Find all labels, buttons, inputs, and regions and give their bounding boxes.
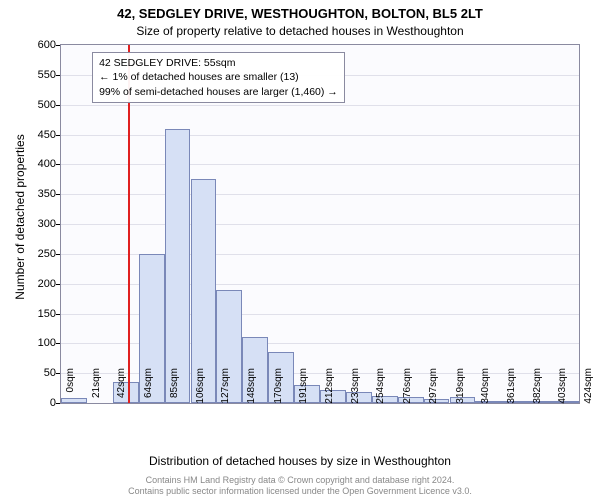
x-tick-label: 85sqm — [169, 368, 180, 408]
annotation-line2: ← 1% of detached houses are smaller (13) — [99, 70, 338, 84]
y-tick-label: 50 — [20, 367, 56, 379]
gridline — [61, 194, 579, 195]
y-tick-mark — [56, 373, 60, 374]
y-tick-label: 600 — [20, 39, 56, 51]
x-tick-label: 233sqm — [350, 368, 361, 408]
y-tick-mark — [56, 75, 60, 76]
gridline — [61, 105, 579, 106]
y-tick-mark — [56, 314, 60, 315]
annotation-box: 42 SEDGLEY DRIVE: 55sqm ← 1% of detached… — [92, 52, 345, 103]
x-tick-label: 170sqm — [273, 368, 284, 408]
x-tick-label: 297sqm — [428, 368, 439, 408]
x-tick-label: 191sqm — [298, 368, 309, 408]
annotation-line3: 99% of semi-detached houses are larger (… — [99, 85, 338, 99]
y-tick-mark — [56, 105, 60, 106]
y-tick-mark — [56, 254, 60, 255]
x-tick-label: 212sqm — [324, 368, 335, 408]
y-tick-label: 550 — [20, 69, 56, 81]
annotation-line1: 42 SEDGLEY DRIVE: 55sqm — [99, 56, 338, 70]
x-axis-label: Distribution of detached houses by size … — [0, 454, 600, 468]
plot-area: 42 SEDGLEY DRIVE: 55sqm ← 1% of detached… — [60, 44, 580, 404]
y-tick-label: 100 — [20, 337, 56, 349]
x-tick-label: 21sqm — [91, 368, 102, 408]
x-tick-label: 382sqm — [532, 368, 543, 408]
y-tick-label: 250 — [20, 248, 56, 260]
x-tick-label: 148sqm — [246, 368, 257, 408]
chart-container: 42, SEDGLEY DRIVE, WESTHOUGHTON, BOLTON,… — [0, 0, 600, 500]
x-tick-label: 424sqm — [583, 368, 594, 408]
histogram-bar — [165, 129, 191, 403]
x-tick-label: 340sqm — [480, 368, 491, 408]
y-tick-mark — [56, 194, 60, 195]
y-tick-label: 350 — [20, 188, 56, 200]
x-tick-label: 254sqm — [375, 368, 386, 408]
y-tick-mark — [56, 284, 60, 285]
x-tick-label: 319sqm — [455, 368, 466, 408]
x-tick-label: 403sqm — [557, 368, 568, 408]
y-tick-label: 300 — [20, 218, 56, 230]
y-tick-mark — [56, 164, 60, 165]
y-tick-mark — [56, 403, 60, 404]
footer-line2: Contains public sector information licen… — [0, 486, 600, 497]
y-tick-mark — [56, 135, 60, 136]
y-tick-label: 0 — [20, 397, 56, 409]
chart-title-main: 42, SEDGLEY DRIVE, WESTHOUGHTON, BOLTON,… — [0, 6, 600, 21]
y-tick-label: 500 — [20, 99, 56, 111]
y-tick-mark — [56, 343, 60, 344]
gridline — [61, 135, 579, 136]
x-tick-label: 361sqm — [506, 368, 517, 408]
y-tick-label: 150 — [20, 308, 56, 320]
y-tick-mark — [56, 45, 60, 46]
x-tick-label: 106sqm — [195, 368, 206, 408]
x-tick-label: 0sqm — [65, 368, 76, 408]
chart-title-sub: Size of property relative to detached ho… — [0, 24, 600, 38]
x-tick-label: 42sqm — [116, 368, 127, 408]
x-tick-label: 127sqm — [220, 368, 231, 408]
y-tick-mark — [56, 224, 60, 225]
footer-attribution: Contains HM Land Registry data © Crown c… — [0, 475, 600, 497]
y-tick-label: 400 — [20, 158, 56, 170]
gridline — [61, 164, 579, 165]
footer-line1: Contains HM Land Registry data © Crown c… — [0, 475, 600, 486]
y-tick-label: 450 — [20, 129, 56, 141]
y-tick-label: 200 — [20, 278, 56, 290]
x-tick-label: 64sqm — [143, 368, 154, 408]
gridline — [61, 224, 579, 225]
x-tick-label: 276sqm — [402, 368, 413, 408]
